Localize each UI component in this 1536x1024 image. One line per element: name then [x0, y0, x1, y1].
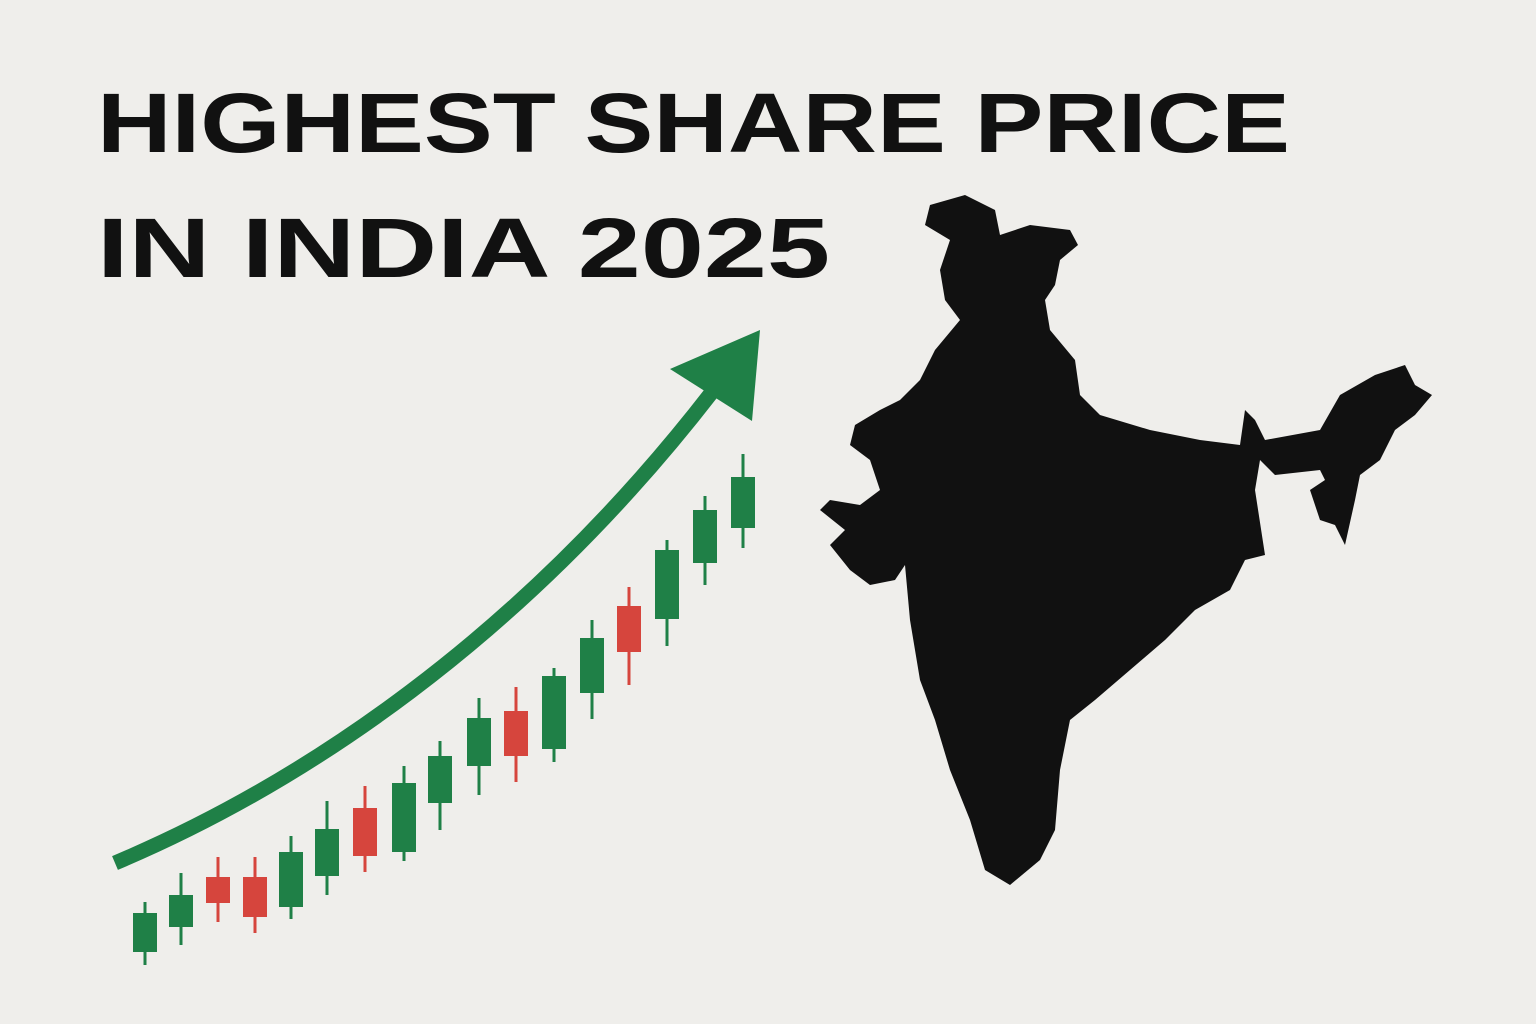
- candle: [315, 801, 339, 895]
- candle: [617, 587, 641, 685]
- candle: [467, 698, 491, 795]
- candle: [655, 540, 679, 646]
- candle: [279, 836, 303, 919]
- candlesticks: [133, 454, 755, 965]
- trend-arrow: [112, 387, 718, 870]
- candle: [392, 766, 416, 861]
- candle: [693, 496, 717, 585]
- candle: [133, 902, 157, 965]
- candle: [353, 786, 377, 872]
- candle: [428, 741, 452, 830]
- candle: [731, 454, 755, 548]
- candle: [169, 873, 193, 945]
- candle: [206, 857, 230, 922]
- title-line: HIGHEST SHARE PRICE: [97, 76, 1290, 170]
- arrow-head: [670, 330, 760, 421]
- candle: [243, 857, 267, 933]
- candle: [580, 620, 604, 719]
- india-map: [820, 195, 1432, 885]
- candle: [542, 668, 566, 762]
- candle: [504, 687, 528, 782]
- title-line: IN INDIA 2025: [97, 201, 830, 295]
